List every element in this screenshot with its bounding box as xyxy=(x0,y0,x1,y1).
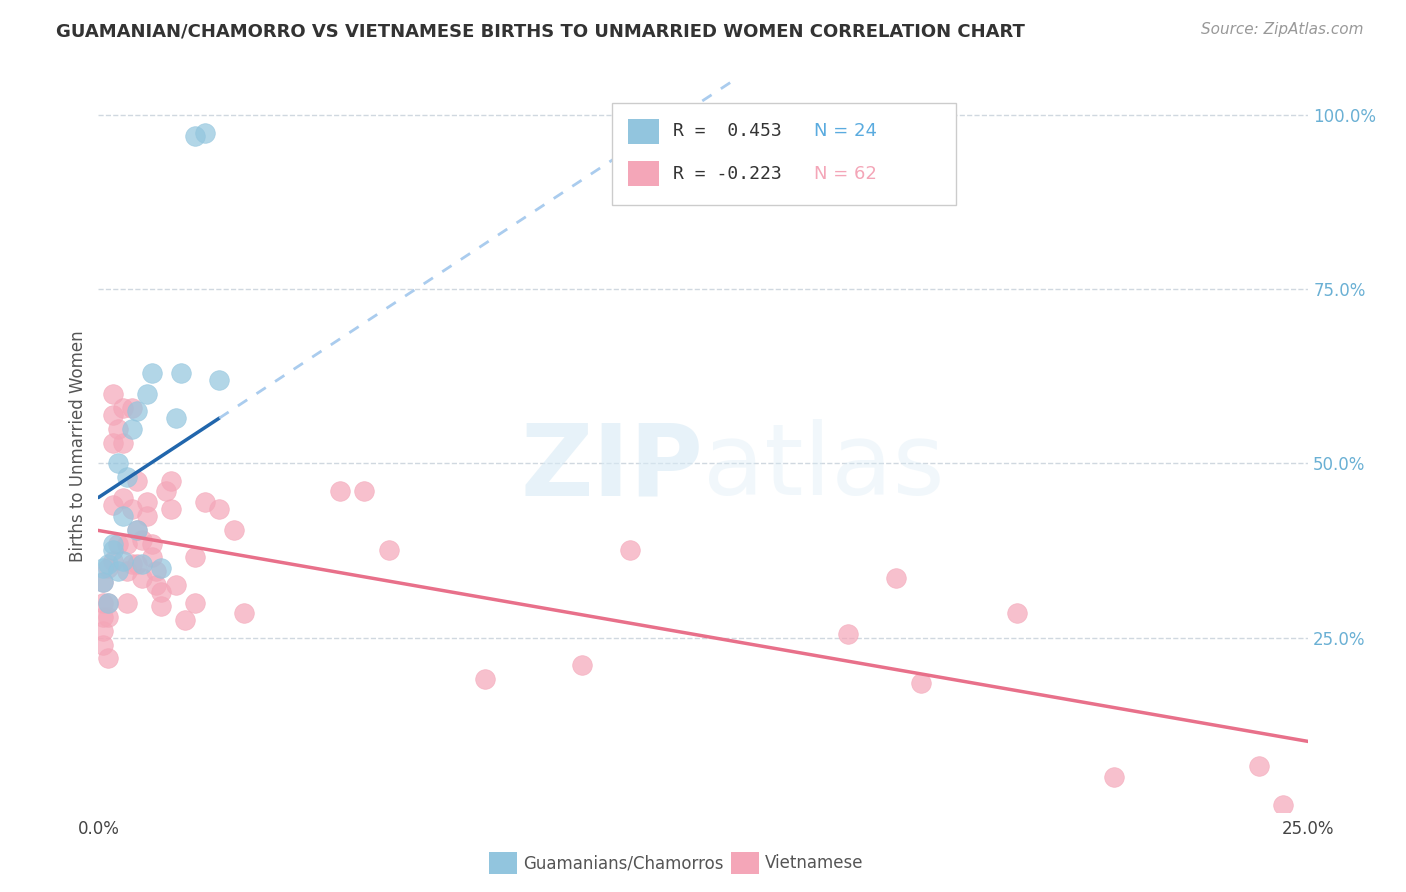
Text: ZIP: ZIP xyxy=(520,419,703,516)
Point xyxy=(117,470,139,484)
Point xyxy=(107,536,129,550)
Point xyxy=(910,676,932,690)
Point xyxy=(141,366,163,380)
Point xyxy=(101,543,124,558)
Point xyxy=(141,550,163,565)
Point xyxy=(107,565,129,579)
Point xyxy=(194,494,217,508)
Point xyxy=(127,558,149,572)
Point xyxy=(107,457,129,471)
Point xyxy=(117,536,139,550)
Text: N = 24: N = 24 xyxy=(814,122,877,140)
Point xyxy=(127,474,149,488)
Point xyxy=(97,561,120,575)
Text: N = 62: N = 62 xyxy=(814,165,877,183)
Point xyxy=(127,523,149,537)
Point xyxy=(1249,759,1271,773)
Point xyxy=(329,484,352,499)
Point xyxy=(174,613,197,627)
Point xyxy=(111,401,134,415)
Point xyxy=(1272,797,1295,812)
Point xyxy=(121,558,143,572)
Point xyxy=(97,651,120,665)
Point xyxy=(91,561,114,575)
Text: Vietnamese: Vietnamese xyxy=(765,854,863,872)
Point xyxy=(155,484,177,499)
Point xyxy=(141,536,163,550)
Point xyxy=(1102,770,1125,784)
Point xyxy=(619,543,641,558)
Point xyxy=(208,373,231,387)
Point xyxy=(165,411,187,425)
Point xyxy=(169,366,191,380)
Point xyxy=(111,435,134,450)
Text: atlas: atlas xyxy=(703,419,945,516)
Point xyxy=(165,578,187,592)
Text: GUAMANIAN/CHAMORRO VS VIETNAMESE BIRTHS TO UNMARRIED WOMEN CORRELATION CHART: GUAMANIAN/CHAMORRO VS VIETNAMESE BIRTHS … xyxy=(56,22,1025,40)
Point xyxy=(150,599,173,614)
Point xyxy=(91,609,114,624)
Point xyxy=(97,596,120,610)
Point xyxy=(131,558,153,572)
Point xyxy=(377,543,399,558)
Point xyxy=(91,596,114,610)
Point xyxy=(131,571,153,585)
Point xyxy=(97,558,120,572)
Point xyxy=(184,596,207,610)
Point xyxy=(101,408,124,422)
Point xyxy=(101,554,124,568)
Point xyxy=(117,596,139,610)
Point xyxy=(232,606,254,620)
Point xyxy=(121,501,143,516)
Point xyxy=(222,523,245,537)
Point xyxy=(91,638,114,652)
Point xyxy=(150,585,173,599)
Point xyxy=(107,421,129,435)
Point xyxy=(208,501,231,516)
Point xyxy=(150,561,173,575)
Text: R = -0.223: R = -0.223 xyxy=(673,165,782,183)
Text: Guamanians/Chamorros: Guamanians/Chamorros xyxy=(523,854,724,872)
Point xyxy=(111,508,134,523)
Point xyxy=(91,574,114,589)
Point xyxy=(117,565,139,579)
Point xyxy=(97,609,120,624)
Point xyxy=(91,574,114,589)
Point xyxy=(135,494,157,508)
Point xyxy=(886,571,908,585)
Point xyxy=(571,658,593,673)
Point xyxy=(91,624,114,638)
Point xyxy=(121,401,143,415)
Point xyxy=(97,596,120,610)
Point xyxy=(145,578,167,592)
Point xyxy=(101,498,124,512)
Point xyxy=(765,139,787,153)
Point xyxy=(160,474,183,488)
Text: R =  0.453: R = 0.453 xyxy=(673,122,782,140)
Point xyxy=(474,673,496,687)
Point xyxy=(101,536,124,550)
Point xyxy=(837,627,859,641)
Point xyxy=(135,508,157,523)
Point xyxy=(127,404,149,418)
Point xyxy=(127,523,149,537)
Point xyxy=(131,533,153,547)
Point xyxy=(111,491,134,506)
Point xyxy=(184,550,207,565)
Point xyxy=(135,386,157,401)
Point xyxy=(145,565,167,579)
Point xyxy=(101,386,124,401)
Point xyxy=(160,501,183,516)
Point xyxy=(111,554,134,568)
Point xyxy=(353,484,375,499)
Point xyxy=(184,128,207,143)
Text: Source: ZipAtlas.com: Source: ZipAtlas.com xyxy=(1201,22,1364,37)
Y-axis label: Births to Unmarried Women: Births to Unmarried Women xyxy=(69,330,87,562)
Point xyxy=(194,126,217,140)
Point xyxy=(1007,606,1029,620)
Point xyxy=(121,421,143,435)
Point xyxy=(101,435,124,450)
